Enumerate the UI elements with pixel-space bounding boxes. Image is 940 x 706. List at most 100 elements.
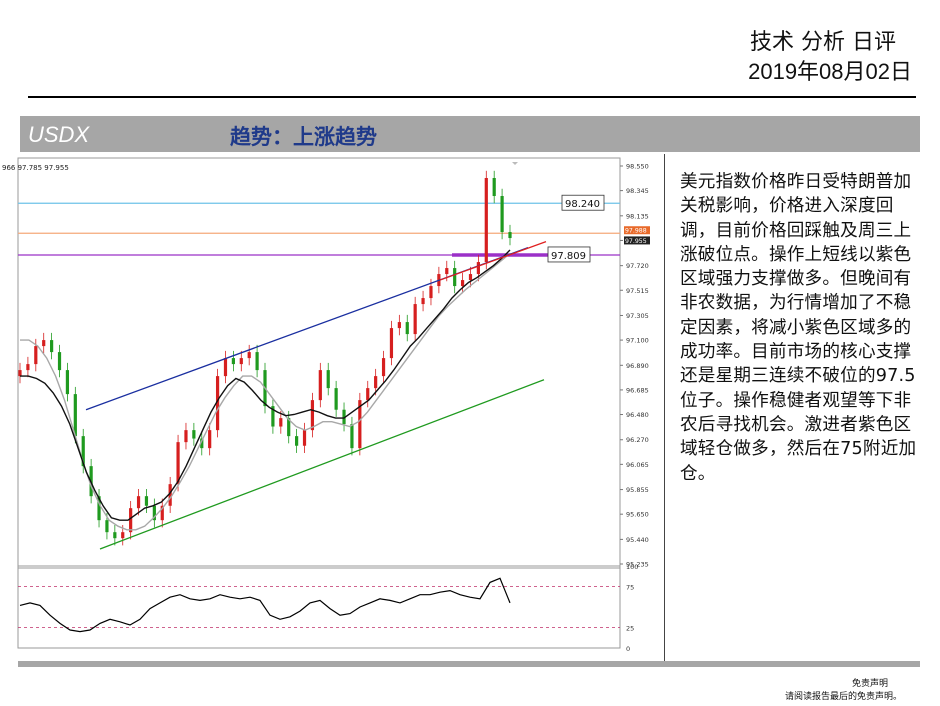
main-price-panel: 966 97.785 97.95598.55098.34598.13597.93… xyxy=(2,157,650,569)
candle-body xyxy=(57,352,62,371)
candle-body xyxy=(97,496,101,521)
y-tick-label: 96.685 xyxy=(626,386,649,394)
ma-gray-line xyxy=(20,253,511,531)
level-callout-98240-box xyxy=(561,194,605,211)
candle-body xyxy=(81,436,85,467)
candle-body xyxy=(184,430,188,443)
candle-body xyxy=(342,409,346,425)
trend-heading: 趋势：上涨趋势 xyxy=(230,124,377,149)
price-tag-other: 97.988 xyxy=(625,228,647,235)
candle-body xyxy=(389,328,394,359)
candle-body xyxy=(484,178,488,263)
oscillator-tick-label: 25 xyxy=(626,625,634,633)
ma-black-line xyxy=(20,249,511,521)
candle-body xyxy=(73,394,77,437)
y-tick-label: 95.855 xyxy=(626,486,649,494)
y-tick-label: 96.270 xyxy=(626,436,649,444)
candle-body xyxy=(460,280,465,287)
candle-body xyxy=(239,358,243,365)
candle-body xyxy=(113,532,117,539)
price-tag-current-box xyxy=(624,236,650,245)
candle-body xyxy=(152,505,156,521)
candle-body xyxy=(247,352,251,359)
y-tick-label: 95.235 xyxy=(626,561,649,569)
candle-body xyxy=(121,532,125,539)
oscillator-tick-label: 75 xyxy=(626,584,634,592)
y-tick-label: 98.550 xyxy=(626,163,649,171)
y-tick-label: 96.065 xyxy=(626,461,649,469)
candle-body xyxy=(26,364,30,371)
y-tick-label: 97.305 xyxy=(626,312,649,320)
price-tag-other-box xyxy=(624,226,650,235)
ohlc-readout: 966 97.785 97.955 xyxy=(2,164,69,172)
candle-body xyxy=(358,400,362,449)
candle-body xyxy=(34,346,38,365)
candle-body xyxy=(231,358,235,365)
candle-body xyxy=(168,484,172,506)
channel-lower-line xyxy=(99,379,545,550)
breakout-line xyxy=(439,241,547,281)
candle-body xyxy=(350,424,354,449)
y-tick-label: 97.720 xyxy=(626,262,649,270)
candle-body xyxy=(413,304,417,335)
level-callout-97809-box xyxy=(547,246,591,263)
candle-body xyxy=(405,322,409,335)
oscillator-line xyxy=(19,577,511,633)
y-tick-label: 97.515 xyxy=(626,287,649,295)
header-divider xyxy=(28,96,916,98)
oscillator-frame xyxy=(17,565,621,649)
report-date: 2019年08月02日 xyxy=(748,59,912,84)
y-tick-label: 98.345 xyxy=(626,187,649,195)
candle-body xyxy=(287,418,291,437)
candle-body xyxy=(215,376,220,431)
y-tick-label: 96.890 xyxy=(626,362,649,370)
y-tick-label: 95.650 xyxy=(626,511,649,519)
disclaimer-text: 请阅读报告最后的免责声明。 xyxy=(784,692,902,702)
column-divider xyxy=(664,154,665,662)
candle-body xyxy=(271,406,275,427)
candle-body xyxy=(429,286,433,299)
candle-body xyxy=(421,298,425,305)
level-callout-97809-label: 97.809 xyxy=(551,251,586,262)
candle-body xyxy=(366,388,370,401)
candle-body xyxy=(500,196,504,233)
candle-body xyxy=(255,352,259,371)
candle-body xyxy=(302,430,307,446)
candle-body xyxy=(326,370,330,389)
candle-body xyxy=(381,358,386,377)
candle-body xyxy=(144,496,149,506)
candle-body xyxy=(42,340,46,347)
candle-body xyxy=(200,438,204,449)
y-tick-label: 95.440 xyxy=(626,536,649,544)
oscillator-tick-label: 0 xyxy=(626,645,630,653)
candle-body xyxy=(476,262,480,275)
candle-body xyxy=(279,418,283,427)
candle-body xyxy=(374,376,378,389)
candle-body xyxy=(508,232,512,239)
oscillator-tick-label: 100 xyxy=(626,563,638,571)
candle-body xyxy=(136,496,141,509)
level-callout-98240-label: 98.240 xyxy=(565,199,600,210)
instrument-symbol: USDX xyxy=(28,122,90,147)
candle-body xyxy=(208,430,212,449)
candle-body xyxy=(310,400,315,431)
y-tick-label: 98.135 xyxy=(626,212,649,220)
candle-body xyxy=(295,436,299,446)
price-tag-current: 97.955 xyxy=(625,238,647,245)
section-band xyxy=(20,116,920,152)
candle-body xyxy=(160,505,164,521)
y-tick-label: 97.100 xyxy=(626,337,649,345)
candle-body xyxy=(334,388,338,410)
report-title: 技术 分析 日评 xyxy=(750,30,896,55)
candle-body xyxy=(176,442,180,485)
y-tick-label: 96.480 xyxy=(626,411,649,419)
bottom-divider-bar xyxy=(18,661,920,667)
analysis-commentary: 美元指数价格昨日受特朗普加关税影响，价格进入深度回调，目前价格回踩触及周三上涨破… xyxy=(680,172,917,484)
candle-body xyxy=(397,322,401,329)
disclaimer-title: 免责声明 xyxy=(851,679,888,689)
candle-body xyxy=(453,268,457,287)
candle-body xyxy=(445,268,449,275)
bar-marker-icon xyxy=(512,162,518,165)
candle-body xyxy=(50,340,54,353)
candle-body xyxy=(65,370,70,395)
